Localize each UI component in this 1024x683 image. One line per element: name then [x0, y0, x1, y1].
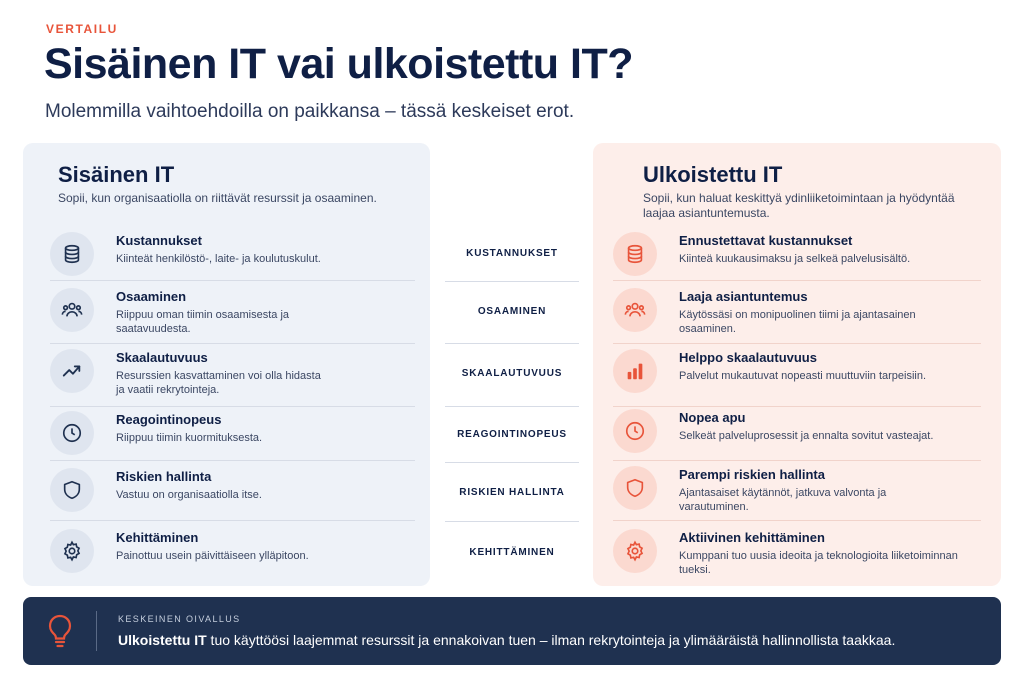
row-title: Parempi riskien hallinta	[679, 467, 825, 482]
row-title: Nopea apu	[679, 410, 746, 425]
divider	[613, 343, 981, 344]
key-insight-banner: KESKEINEN OIVALLUS Ulkoistettu IT tuo kä…	[23, 597, 1001, 665]
eyebrow: VERTAILU	[46, 22, 118, 36]
internal-it-panel: Sisäinen IT Sopii, kun organisaatiolla o…	[23, 143, 430, 586]
internal-row-costs: Kustannukset Kiinteät henkilöstö-, laite…	[50, 232, 415, 276]
trend-line-icon	[50, 349, 94, 393]
divider	[445, 521, 579, 522]
outsourced-it-title: Ulkoistettu IT	[643, 162, 783, 187]
page-title: Sisäinen IT vai ulkoistettu IT?	[44, 40, 634, 88]
shield-icon	[50, 468, 94, 512]
outsourced-row-skills: Laaja asiantuntemus Käytössäsi on monipu…	[613, 288, 981, 336]
divider	[50, 406, 415, 407]
row-title: Helppo skaalautuvuus	[679, 350, 817, 365]
database-icon	[613, 232, 657, 276]
gear-icon	[50, 529, 94, 573]
row-title: Osaaminen	[116, 289, 187, 304]
row-desc: Käytössäsi on monipuolinen tiimi ja ajan…	[679, 309, 916, 335]
mid-label-scalability: SKAALAUTUVUUS	[461, 368, 563, 379]
page-subtitle: Molemmilla vaihtoehdoilla on paikkansa –…	[45, 101, 575, 122]
lightbulb-icon	[45, 613, 75, 649]
row-desc: Kiinteä kuukausimaksu ja selkeä palvelus…	[679, 253, 911, 265]
clock-icon	[613, 409, 657, 453]
internal-row-development: Kehittäminen Painottuu usein päivittäise…	[50, 529, 415, 573]
internal-it-title: Sisäinen IT	[58, 162, 175, 187]
database-icon	[50, 232, 94, 276]
divider	[445, 281, 579, 282]
divider	[445, 343, 579, 344]
insight-body: tuo käyttöösi laajemmat resurssit ja enn…	[206, 632, 896, 648]
outsourced-it-description: Sopii, kun haluat keskittyä ydinliiketoi…	[643, 191, 955, 220]
row-title: Laaja asiantuntemus	[679, 289, 808, 304]
mid-label-risk: RISKIEN HALLINTA	[459, 487, 565, 498]
row-title: Kustannukset	[116, 233, 202, 248]
divider	[50, 280, 415, 281]
divider	[613, 406, 981, 407]
users-icon	[613, 288, 657, 332]
insight-text: Ulkoistettu IT tuo käyttöösi laajemmat r…	[118, 632, 895, 648]
row-desc: Vastuu on organisaatiolla itse.	[116, 489, 262, 501]
outsourced-it-panel: Ulkoistettu IT Sopii, kun haluat keskitt…	[593, 143, 1001, 586]
row-title: Ennustettavat kustannukset	[679, 233, 853, 248]
outsourced-row-costs: Ennustettavat kustannukset Kiinteä kuuka…	[613, 232, 981, 276]
gear-icon	[613, 529, 657, 573]
row-title: Reagointinopeus	[116, 412, 222, 427]
internal-row-scalability: Skaalautuvuus Resurssien kasvattaminen v…	[50, 349, 415, 397]
internal-row-skills: Osaaminen Riippuu oman tiimin osaamisest…	[50, 288, 415, 336]
shield-icon	[613, 466, 657, 510]
row-desc: Ajantasaiset käytännöt, jatkuva valvonta…	[679, 487, 887, 513]
divider	[613, 280, 981, 281]
row-title: Aktiivinen kehittäminen	[679, 530, 825, 545]
clock-icon	[50, 411, 94, 455]
row-desc: Selkeät palveluprosessit ja ennalta sovi…	[679, 430, 934, 442]
divider	[50, 460, 415, 461]
row-desc: Palvelut mukautuvat nopeasti muuttuviin …	[679, 370, 927, 382]
divider	[50, 520, 415, 521]
row-desc: Riippuu tiimin kuormituksesta.	[116, 432, 263, 444]
row-title: Kehittäminen	[116, 530, 199, 545]
mid-label-costs: KUSTANNUKSET	[466, 248, 558, 259]
insight-highlight: Ulkoistettu IT	[118, 632, 207, 648]
row-desc: Kumppani tuo uusia ideoita ja teknologio…	[679, 550, 958, 576]
divider	[613, 460, 981, 461]
mid-label-development: KEHITTÄMINEN	[469, 547, 555, 558]
row-desc: Resurssien kasvattaminen voi olla hidast…	[116, 370, 321, 396]
row-desc: Kiinteät henkilöstö-, laite- ja koulutus…	[116, 253, 321, 265]
internal-it-description: Sopii, kun organisaatiolla on riittävät …	[58, 191, 377, 205]
bar-chart-icon	[613, 349, 657, 393]
divider	[445, 406, 579, 407]
users-icon	[50, 288, 94, 332]
insight-label: KESKEINEN OIVALLUS	[118, 614, 241, 624]
mid-label-response: REAGOINTINOPEUS	[457, 429, 567, 440]
row-title: Riskien hallinta	[116, 469, 212, 484]
outsourced-row-response: Nopea apu Selkeät palveluprosessit ja en…	[613, 409, 981, 453]
row-desc: Riippuu oman tiimin osaamisesta ja saata…	[116, 309, 290, 335]
outsourced-row-risk: Parempi riskien hallinta Ajantasaiset kä…	[613, 466, 981, 514]
row-desc: Painottuu usein päivittäiseen ylläpitoon…	[116, 550, 309, 562]
divider	[50, 343, 415, 344]
internal-row-risk: Riskien hallinta Vastuu on organisaatiol…	[50, 468, 415, 512]
divider	[445, 462, 579, 463]
outsourced-row-development: Aktiivinen kehittäminen Kumppani tuo uus…	[613, 529, 981, 577]
divider	[96, 611, 97, 651]
outsourced-row-scalability: Helppo skaalautuvuus Palvelut mukautuvat…	[613, 349, 981, 393]
internal-row-response: Reagointinopeus Riippuu tiimin kuormituk…	[50, 411, 415, 455]
row-title: Skaalautuvuus	[116, 350, 208, 365]
divider	[613, 520, 981, 521]
mid-label-skills: OSAAMINEN	[477, 306, 547, 317]
